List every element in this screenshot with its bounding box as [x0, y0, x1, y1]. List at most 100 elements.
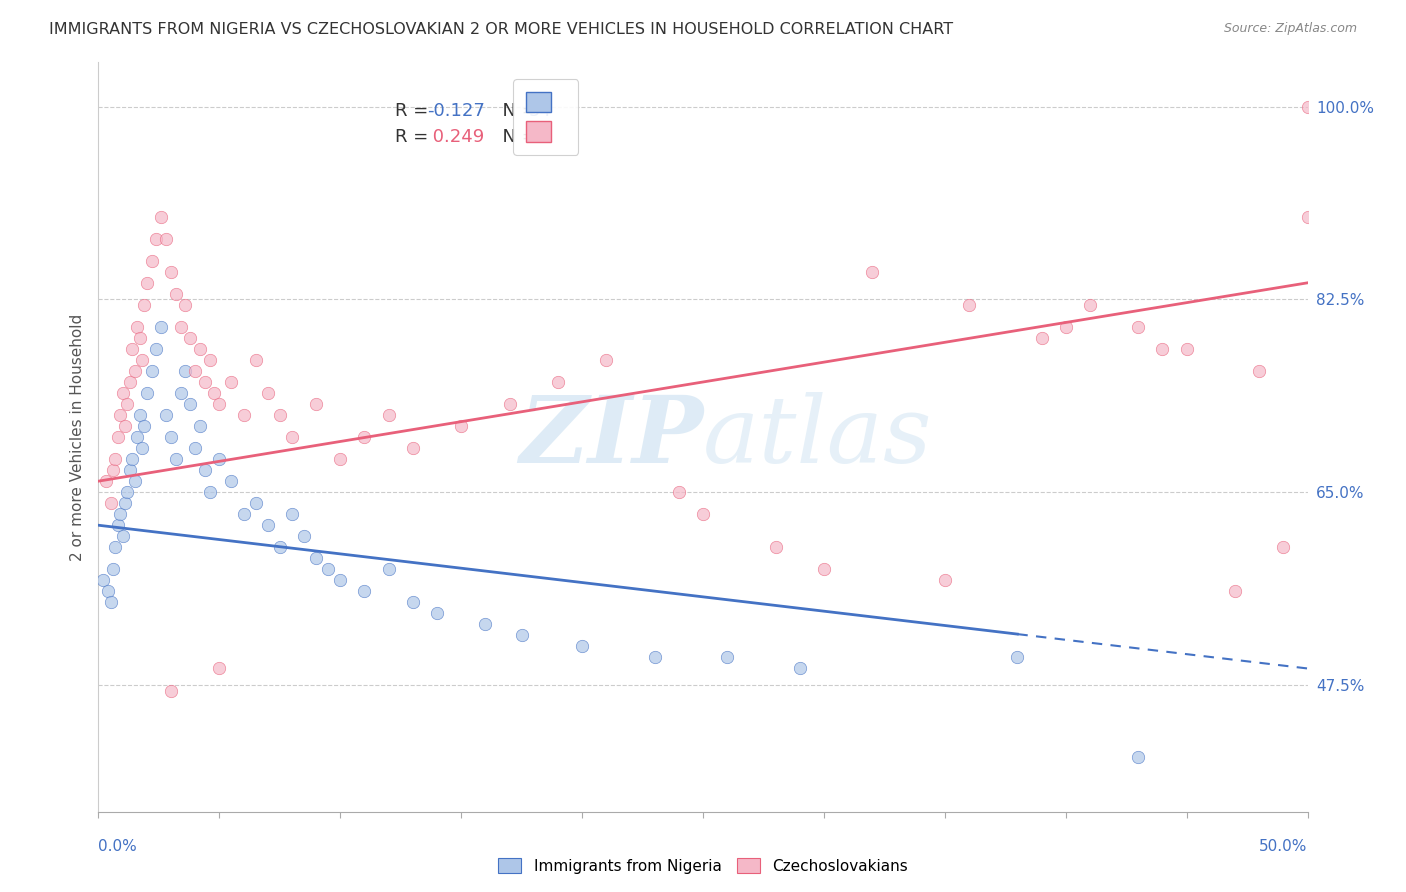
Point — [141, 253, 163, 268]
Text: 50.0%: 50.0% — [1260, 838, 1308, 854]
Point — [127, 319, 149, 334]
Point — [256, 386, 278, 401]
Point — [108, 507, 131, 521]
Point — [269, 541, 291, 555]
Point — [145, 342, 167, 356]
Point — [498, 397, 520, 411]
Point — [221, 375, 243, 389]
Point — [860, 265, 883, 279]
Point — [232, 408, 254, 422]
Point — [184, 364, 207, 378]
Point — [377, 408, 399, 422]
Point — [134, 298, 156, 312]
Text: 0.249: 0.249 — [427, 128, 485, 146]
Point — [269, 408, 291, 422]
Legend: Immigrants from Nigeria, Czechoslovakians: Immigrants from Nigeria, Czechoslovakian… — [492, 852, 914, 880]
Point — [402, 441, 425, 455]
Text: R =: R = — [395, 128, 433, 146]
Point — [179, 397, 201, 411]
Point — [101, 463, 124, 477]
Point — [111, 529, 134, 543]
Point — [716, 650, 738, 665]
Legend: , : , — [513, 79, 578, 155]
Point — [97, 584, 120, 599]
Point — [281, 430, 304, 444]
Point — [789, 661, 811, 675]
Point — [150, 319, 173, 334]
Point — [135, 386, 157, 401]
Point — [108, 408, 131, 422]
Point — [188, 342, 211, 356]
Point — [135, 276, 157, 290]
Y-axis label: 2 or more Vehicles in Household: 2 or more Vehicles in Household — [69, 313, 84, 561]
Point — [111, 386, 134, 401]
Point — [107, 430, 129, 444]
Point — [104, 452, 127, 467]
Point — [547, 375, 569, 389]
Point — [100, 496, 122, 510]
Point — [194, 375, 217, 389]
Point — [474, 617, 496, 632]
Point — [165, 286, 187, 301]
Point — [145, 232, 167, 246]
Point — [1007, 650, 1029, 665]
Point — [426, 607, 449, 621]
Point — [208, 661, 231, 675]
Point — [377, 562, 399, 576]
Point — [571, 640, 593, 654]
Point — [353, 584, 375, 599]
Point — [107, 518, 129, 533]
Point — [450, 419, 472, 434]
Point — [184, 441, 207, 455]
Text: Source: ZipAtlas.com: Source: ZipAtlas.com — [1223, 22, 1357, 36]
Point — [198, 353, 221, 368]
Point — [957, 298, 980, 312]
Point — [141, 364, 163, 378]
Point — [169, 319, 191, 334]
Point — [813, 562, 835, 576]
Point — [91, 574, 114, 588]
Point — [595, 353, 617, 368]
Point — [934, 574, 956, 588]
Point — [100, 595, 122, 609]
Text: 54: 54 — [529, 103, 553, 120]
Point — [160, 430, 183, 444]
Point — [198, 485, 221, 500]
Point — [118, 463, 141, 477]
Point — [121, 342, 143, 356]
Point — [179, 331, 201, 345]
Point — [1272, 541, 1295, 555]
Point — [194, 463, 217, 477]
Point — [1175, 342, 1198, 356]
Point — [165, 452, 187, 467]
Text: 67: 67 — [529, 128, 551, 146]
Point — [121, 452, 143, 467]
Point — [131, 441, 153, 455]
Point — [668, 485, 690, 500]
Point — [155, 232, 177, 246]
Point — [114, 496, 136, 510]
Text: atlas: atlas — [703, 392, 932, 482]
Point — [104, 541, 127, 555]
Point — [174, 364, 197, 378]
Point — [232, 507, 254, 521]
Point — [644, 650, 666, 665]
Point — [128, 408, 150, 422]
Text: IMMIGRANTS FROM NIGERIA VS CZECHOSLOVAKIAN 2 OR MORE VEHICLES IN HOUSEHOLD CORRE: IMMIGRANTS FROM NIGERIA VS CZECHOSLOVAKI… — [49, 22, 953, 37]
Point — [221, 474, 243, 488]
Point — [1296, 99, 1319, 113]
Text: N =: N = — [492, 128, 543, 146]
Point — [124, 364, 146, 378]
Point — [402, 595, 425, 609]
Text: -0.127: -0.127 — [427, 103, 485, 120]
Point — [1223, 584, 1246, 599]
Point — [305, 551, 328, 566]
Point — [281, 507, 304, 521]
Text: ZIP: ZIP — [519, 392, 703, 482]
Point — [160, 265, 183, 279]
Point — [134, 419, 156, 434]
Point — [204, 386, 226, 401]
Point — [117, 397, 139, 411]
Point — [510, 628, 533, 642]
Point — [150, 210, 173, 224]
